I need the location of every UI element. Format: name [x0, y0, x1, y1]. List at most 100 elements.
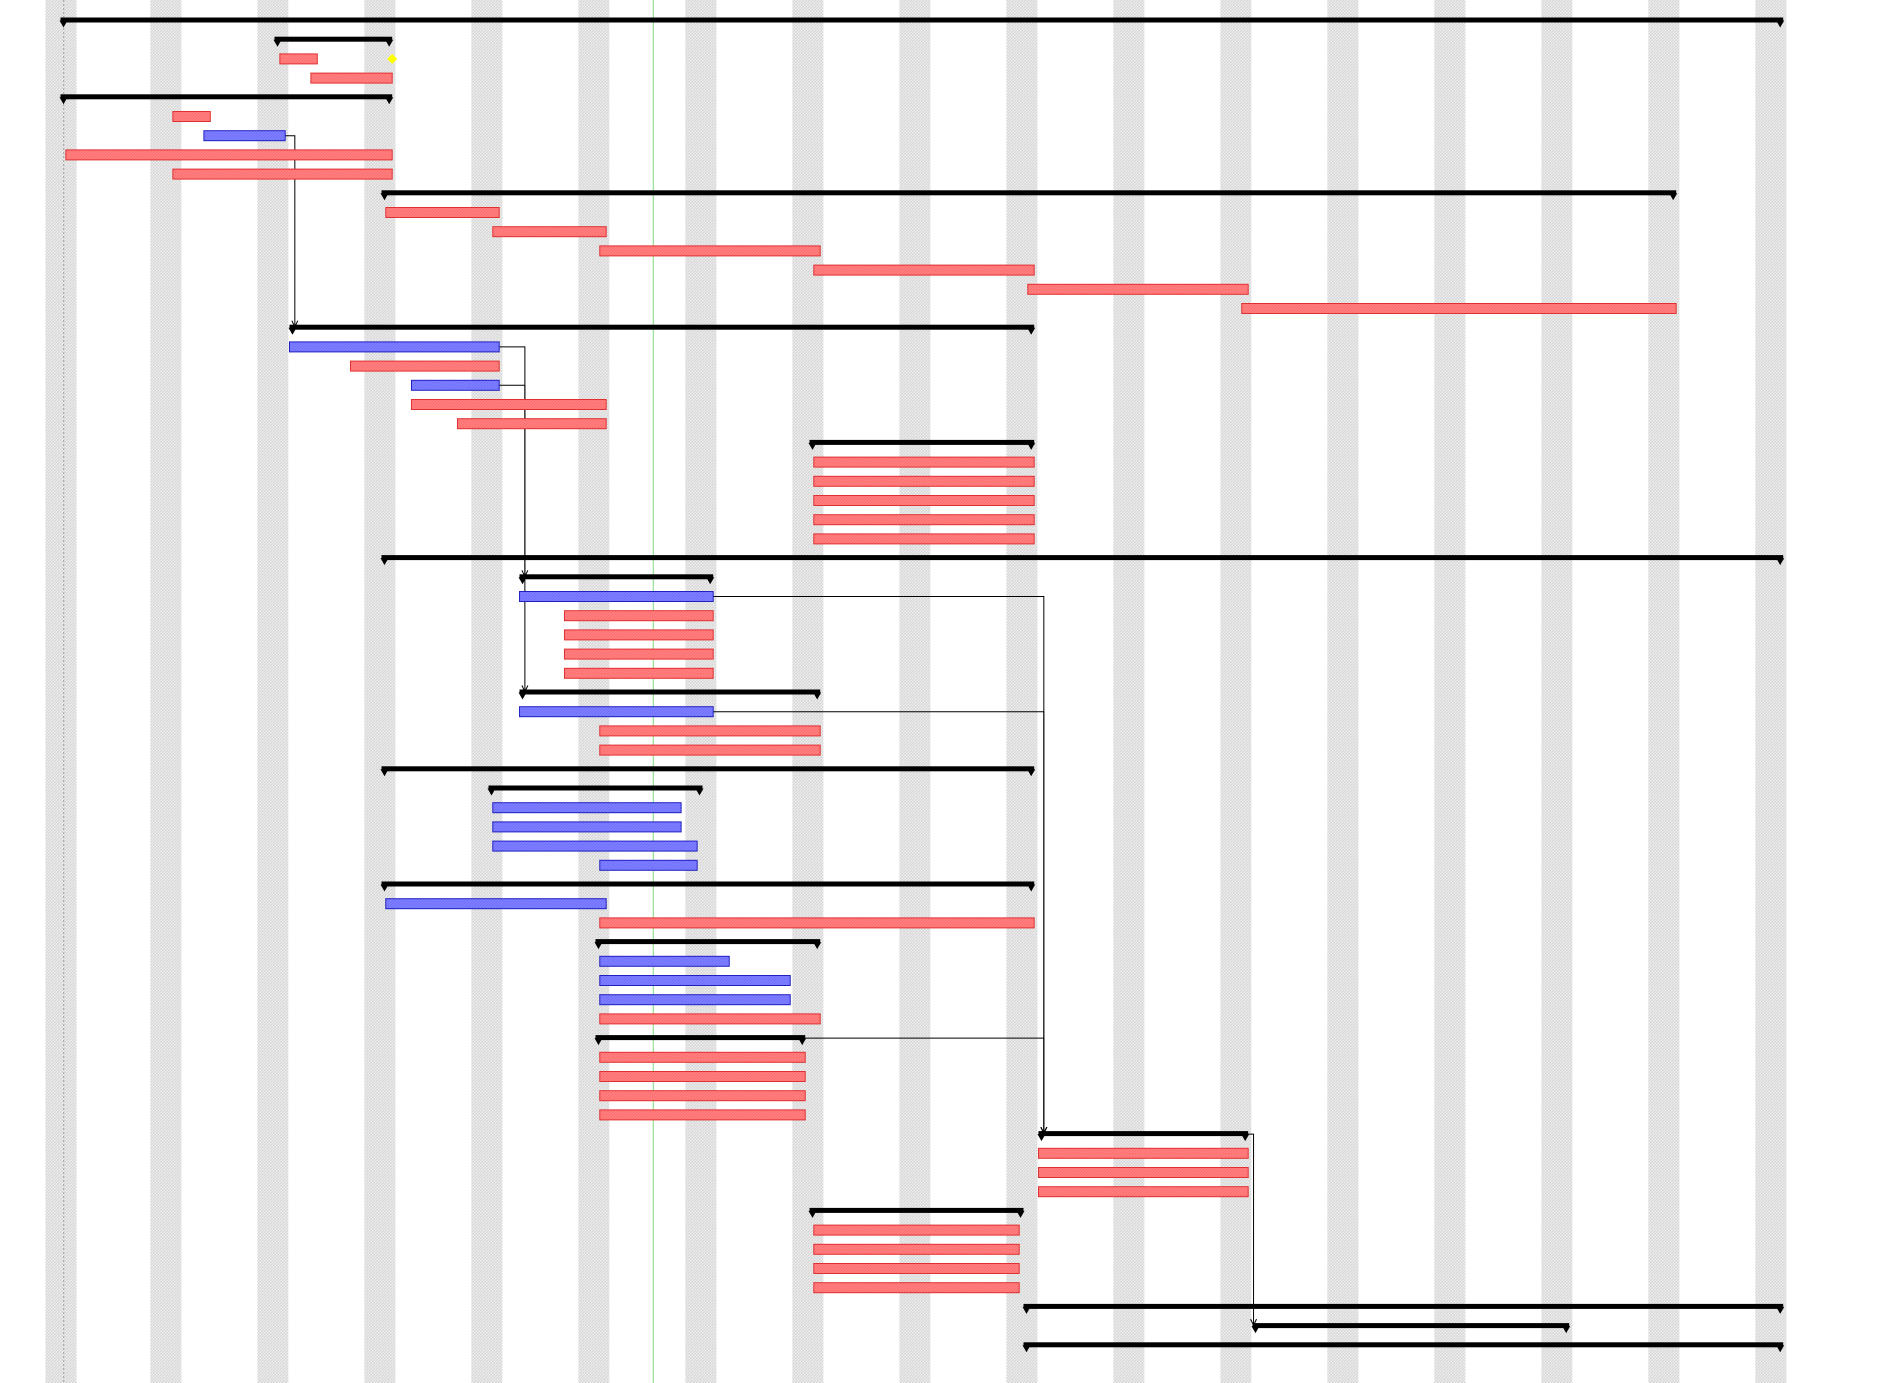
task-bar — [310, 72, 393, 84]
summary-left-cap — [808, 1210, 817, 1218]
task-bar — [1037, 1147, 1249, 1159]
dependency-line — [499, 346, 526, 576]
task-bar — [563, 610, 714, 622]
summary-left-cap — [380, 884, 389, 892]
summary-left-cap — [594, 1038, 603, 1046]
summary-right-cap — [1669, 193, 1678, 201]
task-bar — [492, 226, 607, 238]
task-bar — [813, 456, 1035, 468]
dependency-line — [713, 711, 1045, 1133]
summary-left-cap — [59, 20, 68, 28]
task-bar — [813, 533, 1035, 545]
weekend-band — [364, 0, 396, 1383]
summary-right-cap — [1027, 769, 1036, 777]
summary-bar — [381, 766, 1035, 772]
summary-bar — [381, 555, 1784, 561]
summary-bar — [1252, 1323, 1570, 1329]
summary-left-cap — [1251, 1326, 1260, 1334]
task-bar — [813, 495, 1035, 506]
summary-right-cap — [1027, 442, 1036, 450]
task-bar — [563, 629, 714, 641]
summary-bar — [595, 939, 821, 945]
weekend-band — [150, 0, 182, 1383]
summary-right-cap — [695, 788, 704, 796]
summary-left-cap — [487, 788, 496, 796]
task-bar — [813, 514, 1035, 526]
summary-right-cap — [813, 942, 822, 950]
summary-bar — [274, 36, 393, 42]
critical-task-bar — [492, 840, 698, 852]
task-bar — [599, 1013, 821, 1025]
critical-task-bar — [599, 975, 791, 986]
task-bar — [813, 475, 1035, 487]
task-bar — [563, 648, 714, 660]
task-bar — [65, 149, 393, 161]
task-bar — [599, 1109, 806, 1121]
summary-left-cap — [380, 558, 389, 566]
task-bar — [599, 725, 821, 737]
summary-left-cap — [1022, 1345, 1031, 1353]
weekend-band — [257, 0, 289, 1383]
task-bar — [1027, 283, 1249, 295]
task-bar — [599, 1051, 806, 1063]
summary-bar — [60, 17, 1784, 23]
critical-task-bar — [599, 859, 698, 871]
dependency-line — [285, 135, 296, 326]
critical-task-bar — [492, 821, 682, 833]
summary-bar — [1023, 1303, 1784, 1309]
summary-left-cap — [1037, 1134, 1046, 1142]
dependency-line — [1248, 1133, 1255, 1325]
task-bar — [279, 53, 318, 65]
task-bar — [1037, 1186, 1249, 1198]
summary-right-cap — [1562, 1326, 1571, 1334]
summary-left-cap — [380, 193, 389, 201]
weekend-band — [1006, 0, 1038, 1383]
summary-bar — [595, 1035, 806, 1041]
critical-task-bar — [599, 994, 791, 1006]
weekend-bands — [45, 0, 1787, 1383]
summary-bar — [289, 324, 1035, 330]
summary-bar — [809, 439, 1035, 445]
summary-right-cap — [385, 39, 394, 47]
summary-left-cap — [518, 692, 527, 700]
summary-left-cap — [1022, 1306, 1031, 1314]
critical-task-bar — [410, 379, 500, 391]
summary-left-cap — [59, 97, 68, 105]
task-bar — [456, 418, 607, 430]
summary-left-cap — [594, 942, 603, 950]
summary-right-cap — [385, 97, 394, 105]
task-bar — [813, 1282, 1020, 1294]
task-bar — [599, 245, 821, 257]
summary-bar — [488, 785, 703, 791]
task-bar — [410, 399, 607, 410]
dependency-line — [499, 384, 526, 691]
task-bar — [385, 207, 500, 218]
summary-right-cap — [1027, 884, 1036, 892]
task-bar — [599, 917, 1035, 929]
summary-right-cap — [1027, 327, 1036, 335]
summary-bar — [519, 574, 714, 580]
weekend-band — [899, 0, 931, 1383]
summary-bar — [381, 881, 1035, 887]
summary-left-cap — [273, 39, 282, 47]
summary-bar — [381, 190, 1677, 196]
weekend-band — [1648, 0, 1680, 1383]
summary-bar — [60, 94, 393, 100]
task-bar — [563, 667, 714, 679]
critical-task-bar — [599, 955, 730, 967]
summary-right-cap — [706, 577, 715, 585]
summary-left-cap — [380, 769, 389, 777]
summary-right-cap — [1776, 558, 1785, 566]
task-bar — [813, 1243, 1020, 1255]
summary-right-cap — [1016, 1210, 1025, 1218]
summary-right-cap — [813, 692, 822, 700]
critical-task-bar — [288, 341, 500, 353]
critical-task-bar — [519, 706, 714, 718]
task-bar — [813, 1224, 1020, 1236]
summary-bar — [1038, 1131, 1249, 1137]
task-bar — [813, 264, 1035, 276]
summary-bar — [519, 689, 821, 695]
summary-right-cap — [798, 1038, 807, 1046]
summary-left-cap — [288, 327, 297, 335]
critical-task-bar — [519, 591, 714, 602]
